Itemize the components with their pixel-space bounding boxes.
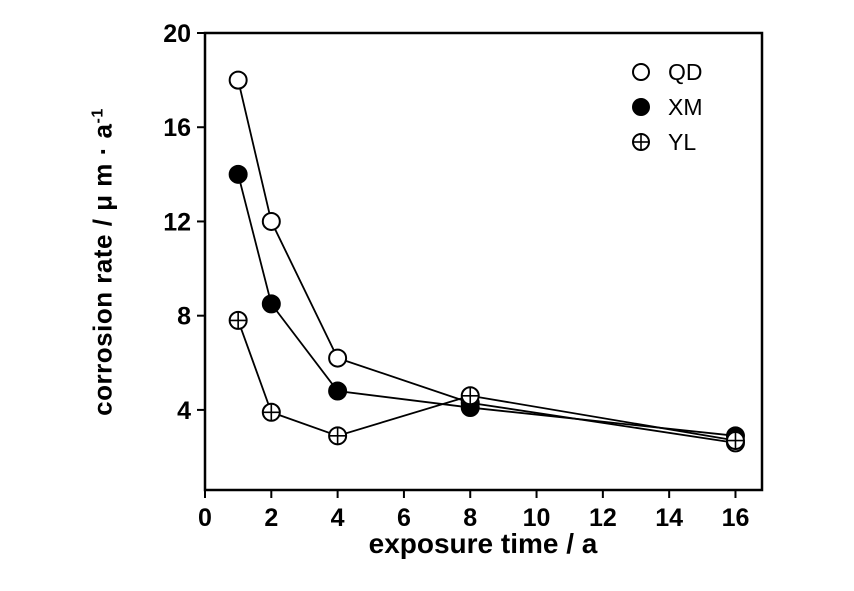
legend-label-QD: QD bbox=[668, 59, 703, 85]
crossed-circle-marker bbox=[460, 386, 480, 406]
filled-circle-marker bbox=[632, 98, 650, 116]
y-tick-label: 4 bbox=[177, 397, 191, 425]
plot-frame bbox=[203, 31, 764, 492]
filled-circle-marker bbox=[261, 294, 281, 314]
x-tick-label: 14 bbox=[655, 504, 683, 532]
crossed-circle-marker bbox=[632, 133, 650, 151]
y-axis-label-text: corrosion rate / μ m · a bbox=[87, 123, 118, 416]
y-tick-label: 12 bbox=[163, 208, 191, 236]
x-tick-label: 4 bbox=[331, 504, 345, 532]
crossed-circle-marker bbox=[261, 402, 281, 422]
y-tick-label: 16 bbox=[163, 114, 191, 142]
filled-circle-marker bbox=[228, 164, 248, 184]
series-line-YL bbox=[237, 320, 736, 442]
y-axis-label: corrosion rate / μ m · a-1 bbox=[88, 108, 119, 416]
x-tick-label: 8 bbox=[463, 504, 477, 532]
crossed-circle-marker bbox=[228, 310, 248, 330]
x-tick-label: 16 bbox=[722, 504, 750, 532]
x-tick-label: 2 bbox=[264, 504, 278, 532]
x-tick-label: 6 bbox=[397, 504, 411, 532]
open-circle-marker bbox=[328, 348, 348, 368]
x-axis-label: exposure time / a bbox=[368, 528, 598, 559]
x-tick-label: 10 bbox=[523, 504, 551, 532]
legend: QD XM YL bbox=[632, 59, 703, 155]
y-axis-label-exponent: -1 bbox=[88, 108, 107, 124]
x-tick-label: 0 bbox=[198, 504, 212, 532]
crossed-circle-marker bbox=[725, 431, 745, 451]
open-circle-marker bbox=[632, 63, 650, 81]
x-tick-label: 12 bbox=[589, 504, 617, 532]
y-tick-label: 8 bbox=[177, 303, 191, 331]
series-line-QD bbox=[237, 79, 736, 444]
crossed-circle-marker bbox=[328, 426, 348, 446]
open-circle-marker bbox=[261, 211, 281, 231]
legend-label-XM: XM bbox=[668, 94, 703, 120]
open-circle-marker bbox=[228, 70, 248, 90]
filled-circle-marker bbox=[328, 381, 348, 401]
legend-label-YL: YL bbox=[668, 129, 696, 155]
y-tick-label: 20 bbox=[163, 20, 191, 48]
